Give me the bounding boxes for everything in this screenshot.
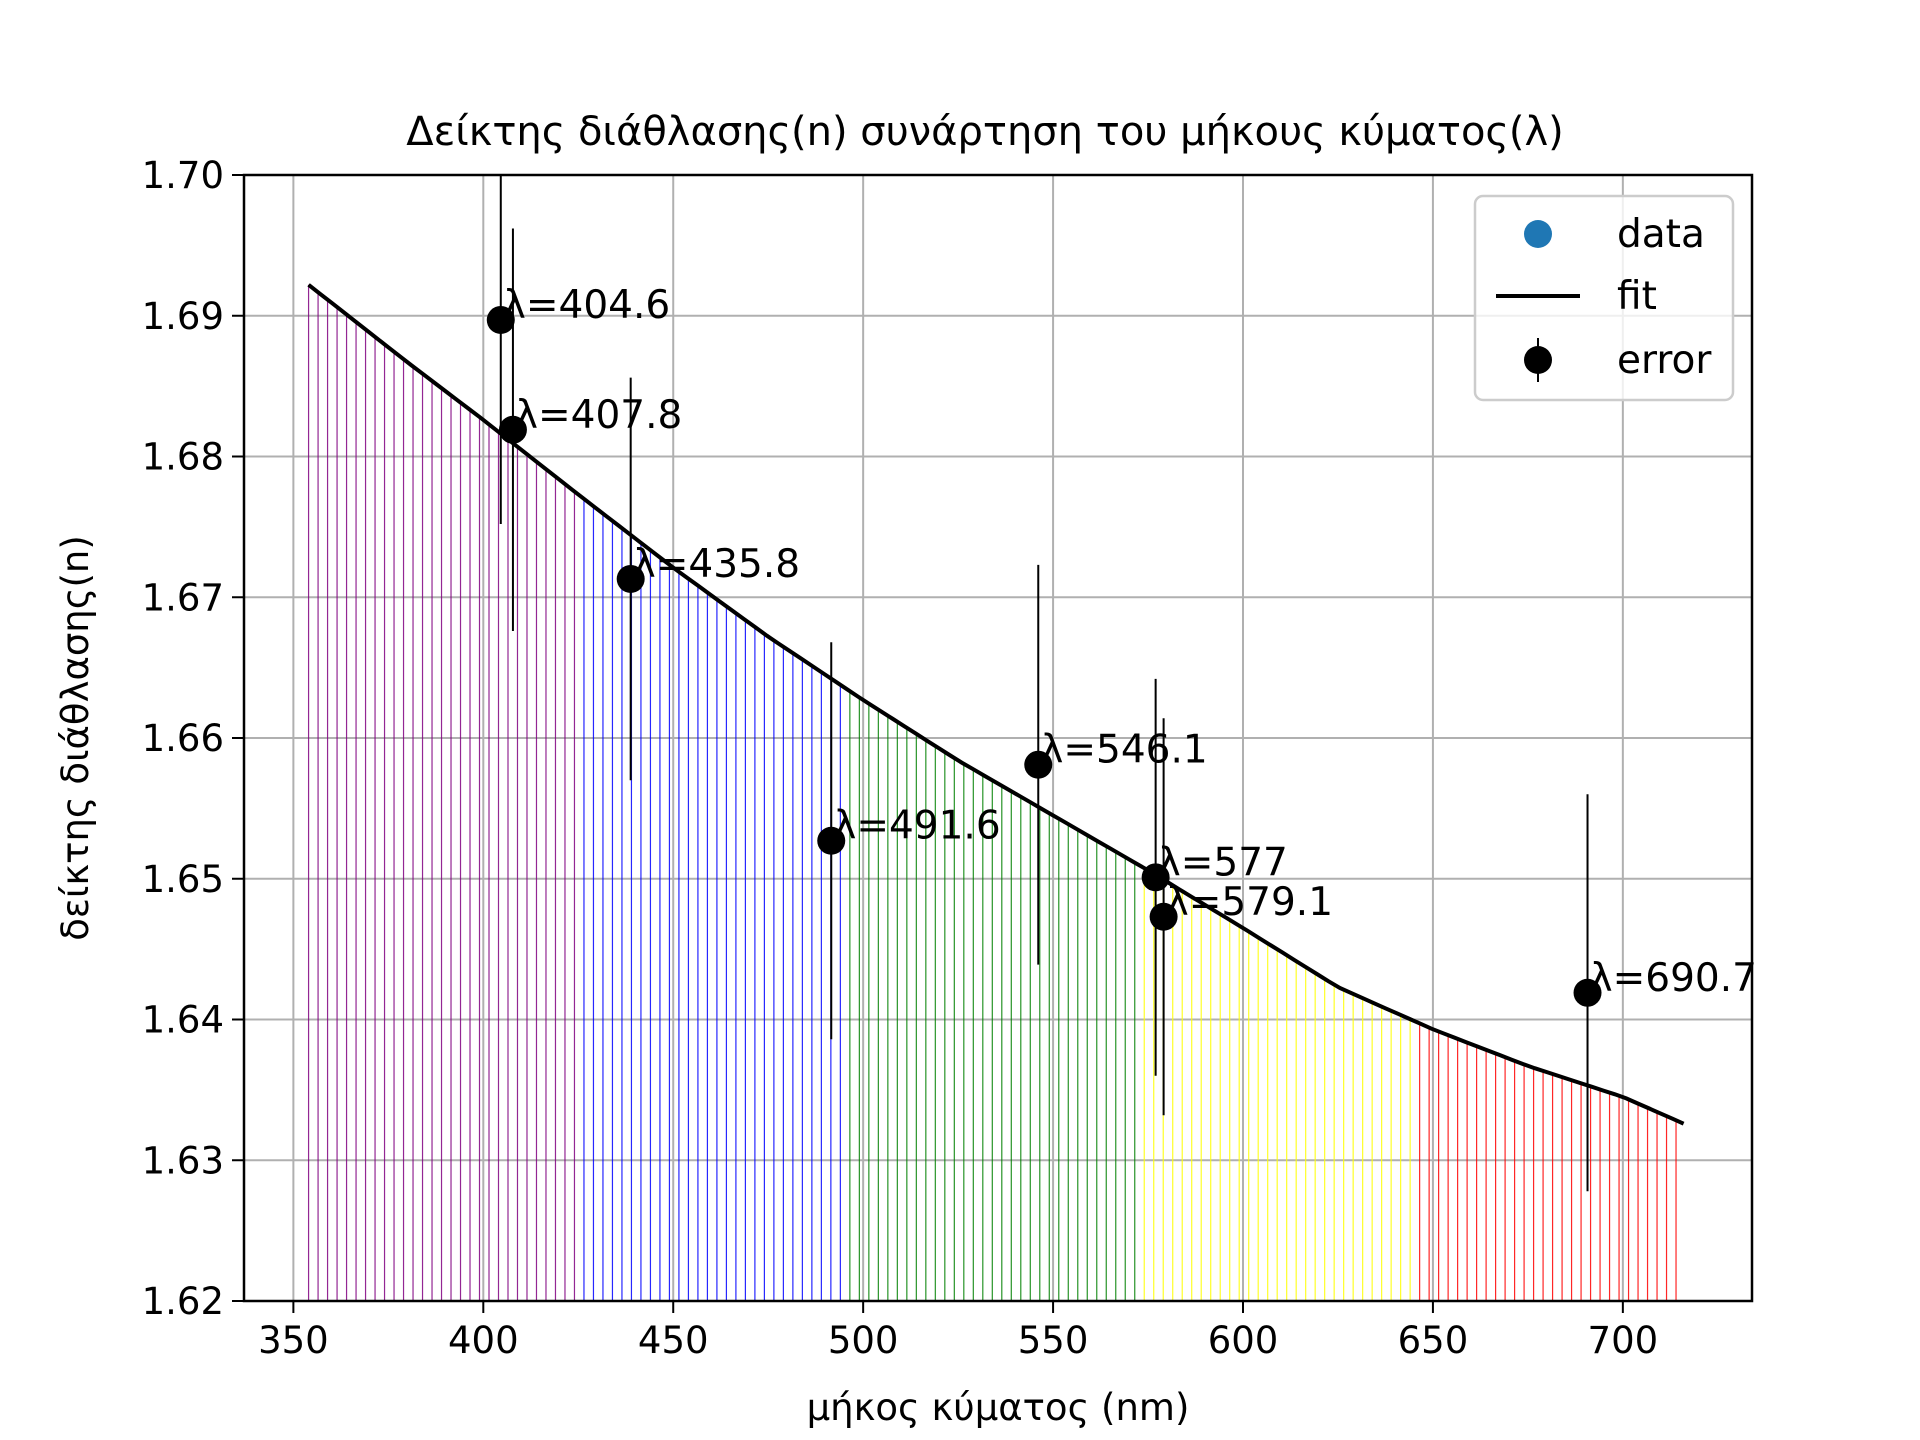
point-annotation: λ=579.1 xyxy=(1166,880,1333,925)
point-annotation: λ=690.7 xyxy=(1590,956,1757,1001)
spectrum-fill xyxy=(307,284,1677,1301)
y-axis: 1.62 1.63 1.64 1.65 1.66 1.67 1.68 1.69 1.70 xyxy=(142,154,244,1323)
point-annotation: λ=407.8 xyxy=(515,393,682,438)
y-tick-label: 1.62 xyxy=(142,1280,224,1323)
legend-error-marker xyxy=(1524,346,1552,374)
point-annotation: λ=404.6 xyxy=(503,283,670,328)
point-annotation: λ=491.6 xyxy=(833,804,1000,849)
x-tick-label: 600 xyxy=(1208,1319,1279,1362)
point-annotation: λ=546.1 xyxy=(1040,728,1207,773)
chart-title: Δείκτης διάθλασης(n) συνάρτηση του μήκου… xyxy=(406,109,1564,155)
legend-data-label: data xyxy=(1617,212,1705,257)
data-point xyxy=(486,305,515,334)
y-tick-label: 1.64 xyxy=(142,999,224,1042)
y-tick-label: 1.65 xyxy=(142,858,224,901)
x-tick-label: 500 xyxy=(828,1319,899,1362)
y-tick-label: 1.70 xyxy=(142,154,224,197)
x-tick-label: 400 xyxy=(448,1319,519,1362)
legend-data-marker xyxy=(1524,220,1552,248)
data-point xyxy=(1573,978,1602,1007)
x-tick-label: 350 xyxy=(258,1319,329,1362)
x-tick-label: 700 xyxy=(1588,1319,1659,1362)
data-point xyxy=(1024,750,1053,779)
data-points: λ=404.6 λ=407.8 λ=435.8 λ=491.6 λ=546.1 λ=577… xyxy=(486,175,1757,1192)
x-tick-label: 650 xyxy=(1398,1319,1469,1362)
legend-fit-label: fit xyxy=(1617,274,1657,319)
x-tick-label: 450 xyxy=(638,1319,709,1362)
legend: data fit error xyxy=(1473,194,1735,402)
data-point xyxy=(498,415,527,444)
x-tick-label: 550 xyxy=(1018,1319,1089,1362)
data-point xyxy=(817,826,846,855)
y-tick-label: 1.69 xyxy=(142,295,224,338)
data-point xyxy=(616,564,645,593)
y-tick-label: 1.67 xyxy=(142,576,224,619)
point-annotation: λ=435.8 xyxy=(633,542,800,587)
y-tick-label: 1.68 xyxy=(142,436,224,479)
data-point xyxy=(1149,902,1178,931)
y-axis-label: δείκτης διάθλασης(n) xyxy=(54,535,97,941)
y-tick-label: 1.66 xyxy=(142,717,224,760)
fit-curve xyxy=(307,283,1685,1126)
x-axis-label: μήκος κύματος (nm) xyxy=(807,1386,1190,1429)
x-axis: 350 400 450 500 550 600 650 700 xyxy=(258,1301,1658,1362)
point-annotation: λ=577 xyxy=(1158,840,1288,885)
y-tick-label: 1.63 xyxy=(142,1139,224,1182)
legend-error-label: error xyxy=(1617,338,1712,383)
